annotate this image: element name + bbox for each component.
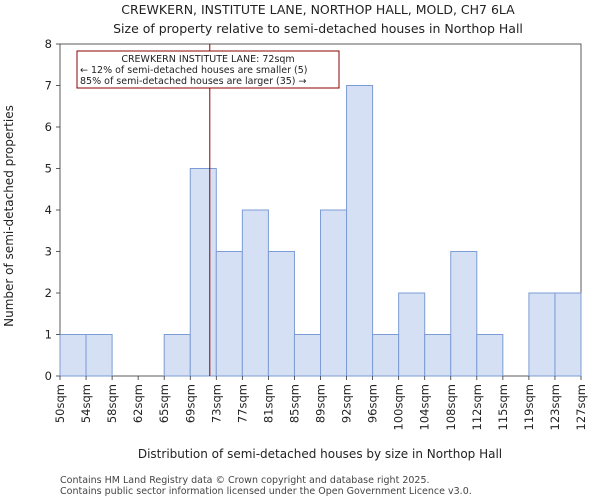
histogram-bar-96sqm bbox=[372, 334, 400, 377]
footer-line-2: Contains public sector information licen… bbox=[60, 486, 472, 497]
annotation-frame bbox=[76, 50, 340, 89]
x-tick-label-100sqm: 100sqm bbox=[392, 384, 406, 430]
y-tick-label: 3 bbox=[45, 245, 52, 259]
y-tick-label: 1 bbox=[45, 328, 52, 342]
histogram-bar-54sqm bbox=[85, 334, 113, 377]
annotation-line-3: 85% of semi-detached houses are larger (… bbox=[80, 76, 307, 87]
histogram-bar-65sqm bbox=[163, 334, 191, 377]
annotation-line-1: CREWKERN INSTITUTE LANE: 72sqm bbox=[121, 54, 294, 65]
footer-line-1: Contains HM Land Registry data © Crown c… bbox=[60, 475, 430, 486]
x-tick-label-92sqm: 92sqm bbox=[340, 384, 354, 423]
x-tick-label-62sqm: 62sqm bbox=[131, 384, 145, 423]
x-tick-label-127sqm: 127sqm bbox=[574, 384, 588, 430]
x-tick-label-69sqm: 69sqm bbox=[183, 384, 197, 423]
histogram-bar-85sqm bbox=[293, 334, 322, 377]
y-tick-label: 2 bbox=[45, 286, 52, 300]
x-tick-label-58sqm: 58sqm bbox=[105, 384, 119, 423]
y-tick-label: 7 bbox=[45, 79, 52, 93]
x-tick-label-65sqm: 65sqm bbox=[157, 384, 171, 423]
y-tick-label: 6 bbox=[45, 120, 52, 134]
histogram-bar-81sqm bbox=[267, 251, 295, 377]
histogram-bar-104sqm bbox=[424, 334, 452, 377]
chart-title: CREWKERN, INSTITUTE LANE, NORTHOP HALL, … bbox=[121, 2, 515, 17]
x-axis-label: Distribution of semi-detached houses by … bbox=[138, 447, 502, 461]
x-tick-label-50sqm: 50sqm bbox=[53, 384, 67, 423]
x-tick-label-96sqm: 96sqm bbox=[366, 384, 380, 423]
histogram-bar-50sqm bbox=[59, 334, 87, 377]
chart-subtitle: Size of property relative to semi-detach… bbox=[113, 21, 523, 36]
y-tick-label: 0 bbox=[45, 369, 52, 383]
histogram-bar-69sqm bbox=[189, 168, 217, 377]
x-tick-label-112sqm: 112sqm bbox=[470, 384, 484, 430]
histogram-bar-119sqm bbox=[528, 292, 556, 377]
histogram-bar-123sqm bbox=[554, 292, 582, 377]
y-tick-label: 4 bbox=[45, 203, 52, 217]
x-tick-label-123sqm: 123sqm bbox=[548, 384, 562, 430]
x-tick-label-115sqm: 115sqm bbox=[496, 384, 510, 430]
x-tick-label-77sqm: 77sqm bbox=[235, 384, 249, 423]
bars-layer bbox=[59, 85, 582, 377]
x-tick-label-54sqm: 54sqm bbox=[79, 384, 93, 423]
y-ticks-layer: 0 1 2 3 4 5 6 7 8 bbox=[45, 37, 60, 383]
x-tick-label-89sqm: 89sqm bbox=[314, 384, 328, 423]
histogram-bar-92sqm bbox=[346, 85, 374, 377]
histogram-bar-112sqm bbox=[476, 334, 504, 377]
y-tick-label: 8 bbox=[45, 37, 52, 51]
x-tick-label-85sqm: 85sqm bbox=[287, 384, 301, 423]
x-ticks-layer: 50sqm 54sqm 58sqm 62sqm 65sqm 69sqm 73sqm 77sqm… bbox=[53, 376, 588, 430]
y-axis-label: Number of semi-detached properties bbox=[2, 105, 16, 327]
y-tick-label: 5 bbox=[45, 162, 52, 176]
annotation-line-2: ← 12% of semi-detached houses are smalle… bbox=[80, 65, 308, 76]
histogram-bar-108sqm bbox=[450, 251, 478, 377]
x-tick-label-104sqm: 104sqm bbox=[418, 384, 432, 430]
x-tick-label-81sqm: 81sqm bbox=[261, 384, 275, 423]
annotation-box: CREWKERN INSTITUTE LANE: 72sqm ← 12% of … bbox=[76, 50, 340, 89]
x-tick-label-73sqm: 73sqm bbox=[209, 384, 223, 423]
plot-area: 0 1 2 3 4 5 6 7 8 50sqm 54sqm 58sqm 62sqm 65sqm 69sqm… bbox=[45, 37, 588, 430]
x-tick-label-119sqm: 119sqm bbox=[522, 384, 536, 430]
histogram-bar-73sqm bbox=[215, 251, 243, 377]
histogram-bar-89sqm bbox=[320, 209, 348, 377]
x-tick-label-108sqm: 108sqm bbox=[444, 384, 458, 430]
histogram-bar-77sqm bbox=[241, 209, 269, 377]
histogram-bar-100sqm bbox=[398, 292, 426, 377]
